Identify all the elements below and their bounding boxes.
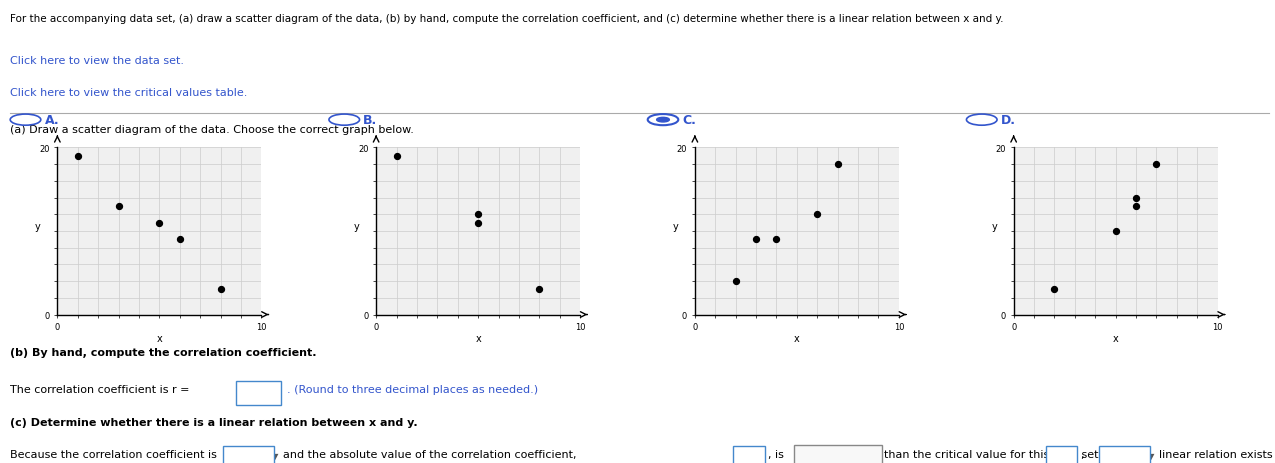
Y-axis label: y: y [672, 221, 678, 232]
Point [725, 278, 746, 285]
Y-axis label: y: y [353, 221, 360, 232]
Text: . (Round to three decimal places as needed.): . (Round to three decimal places as need… [287, 384, 538, 394]
Point [149, 219, 170, 227]
X-axis label: x: x [794, 333, 799, 343]
Point [1105, 228, 1126, 235]
Text: than the critical value for this data set,: than the critical value for this data se… [884, 449, 1102, 459]
Text: D.: D. [1001, 114, 1016, 127]
Point [1126, 194, 1146, 202]
Y-axis label: y: y [991, 221, 997, 232]
Text: For the accompanying data set, (a) draw a scatter diagram of the data, (b) by ha: For the accompanying data set, (a) draw … [10, 14, 1003, 24]
Text: A.: A. [45, 114, 59, 127]
Text: (a) Draw a scatter diagram of the data. Choose the correct graph below.: (a) Draw a scatter diagram of the data. … [10, 125, 414, 135]
Point [766, 236, 787, 244]
Point [386, 153, 407, 160]
Text: C.: C. [682, 114, 696, 127]
X-axis label: x: x [157, 333, 162, 343]
Text: Because the correlation coefficient is: Because the correlation coefficient is [10, 449, 217, 459]
Text: , is: , is [768, 449, 783, 459]
Point [1126, 203, 1146, 210]
Text: B.: B. [363, 114, 377, 127]
Point [210, 286, 231, 294]
Text: ▼: ▼ [272, 451, 278, 460]
Point [1044, 286, 1065, 294]
Point [468, 211, 488, 219]
Point [108, 203, 129, 210]
Text: Click here to view the data set.: Click here to view the data set. [10, 56, 184, 66]
Text: Click here to view the critical values table.: Click here to view the critical values t… [10, 88, 247, 98]
Point [807, 211, 827, 219]
Point [68, 153, 88, 160]
Text: linear relation exists between x and y.: linear relation exists between x and y. [1159, 449, 1275, 459]
Y-axis label: y: y [34, 221, 41, 232]
Point [468, 219, 488, 227]
Point [746, 236, 766, 244]
Point [529, 286, 550, 294]
Text: (b) By hand, compute the correlation coefficient.: (b) By hand, compute the correlation coe… [10, 347, 316, 357]
Text: ▼: ▼ [1148, 451, 1154, 460]
Text: not greater: not greater [807, 450, 870, 461]
Point [170, 236, 190, 244]
X-axis label: x: x [476, 333, 481, 343]
Text: The correlation coefficient is r =: The correlation coefficient is r = [10, 384, 190, 394]
Text: and the absolute value of the correlation coefficient,: and the absolute value of the correlatio… [283, 449, 576, 459]
Point [827, 161, 848, 169]
Text: (c) Determine whether there is a linear relation between x and y.: (c) Determine whether there is a linear … [10, 417, 418, 427]
Point [1146, 161, 1167, 169]
Text: ,: , [1080, 449, 1084, 459]
X-axis label: x: x [1113, 333, 1118, 343]
